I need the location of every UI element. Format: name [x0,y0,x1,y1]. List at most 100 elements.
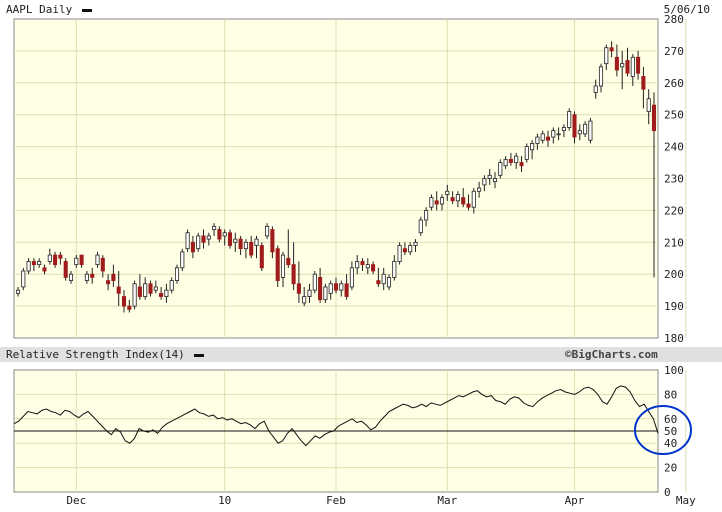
candle [174,264,180,284]
price-y-tick-label: 190 [664,300,684,313]
candle-body [106,280,111,285]
candle [424,207,429,227]
candle-body [196,235,201,250]
candle-body [344,283,349,297]
candle-body [286,257,291,266]
candle-body [498,162,503,176]
candle-body [561,127,566,132]
candle-body [397,245,402,262]
candle [551,127,556,144]
candle [148,280,153,297]
candle-body [222,232,227,237]
candle [598,63,604,93]
candle-body [439,197,445,205]
candle [434,191,439,211]
candle-body [201,235,206,243]
candle [371,261,376,275]
candle-body [95,254,100,266]
candle-body [90,273,95,278]
candle-body [111,273,116,281]
candle-body [100,257,105,272]
candle-body [567,111,572,128]
x-tick-label: Mar [437,494,457,507]
candle-body [625,60,630,74]
rsi-grid [14,370,687,492]
candle [286,229,291,268]
candle-body [137,286,142,297]
candle-body [280,254,286,278]
candle-body [185,232,190,250]
candle [121,290,127,313]
candle-body [58,254,63,259]
candle [302,286,307,307]
candle [418,216,423,236]
candle-body [540,133,545,141]
candle [206,232,211,246]
candle-body [318,276,323,301]
price-y-tick-label: 250 [664,109,684,122]
candle [307,283,312,303]
candle-body [53,254,58,266]
rsi-series-line [13,385,659,447]
candle-body [217,229,222,240]
candle [47,248,52,265]
candle [58,251,63,265]
candle-body [127,305,132,310]
candle [259,242,264,272]
candle [15,286,21,297]
candle [254,235,259,259]
price-y-tick-label: 240 [664,141,684,154]
rsi-title: Relative Strength Index(14) [6,348,205,361]
candle-body [74,257,79,266]
candle [280,251,286,287]
candle [604,44,609,71]
rsi-y-tick-label: 50 [664,425,677,438]
candle-body [212,225,217,230]
candle [21,267,26,291]
candle-body [121,296,127,307]
x-tick-label: May [676,494,696,507]
candle-body [26,261,31,272]
candle-body [349,267,354,288]
candle [349,261,354,291]
candle-body [249,241,254,256]
candle [249,235,254,259]
candle-body [360,261,365,266]
candle [84,271,89,284]
candle-body [116,286,121,294]
candle [498,159,503,179]
candle-body [551,130,556,138]
candle-body [174,267,180,281]
candle [508,152,513,166]
candle [153,280,158,294]
candle [132,280,137,310]
candle-body [429,197,434,208]
candle [651,92,657,278]
candle [588,117,593,144]
candle [402,242,407,256]
x-tick-label: Feb [326,494,346,507]
candle-body [450,197,455,202]
candle-body [408,245,413,253]
candle [471,188,476,214]
candle [111,264,116,287]
candle [487,168,492,185]
candle [392,255,397,281]
candle-body [593,85,598,93]
candle-body [514,155,519,163]
candle-body [577,130,582,135]
symbol-label: AAPL Daily [6,3,92,16]
candle [68,271,74,284]
candle-body [519,162,524,167]
candle [455,191,460,208]
candle [561,124,566,138]
candle [222,229,227,246]
price-y-tick-label: 210 [664,236,684,249]
candle [413,239,418,252]
candle-body [630,56,635,77]
candle-body [180,251,185,269]
dash-icon [81,8,92,12]
candle-body [355,261,360,269]
